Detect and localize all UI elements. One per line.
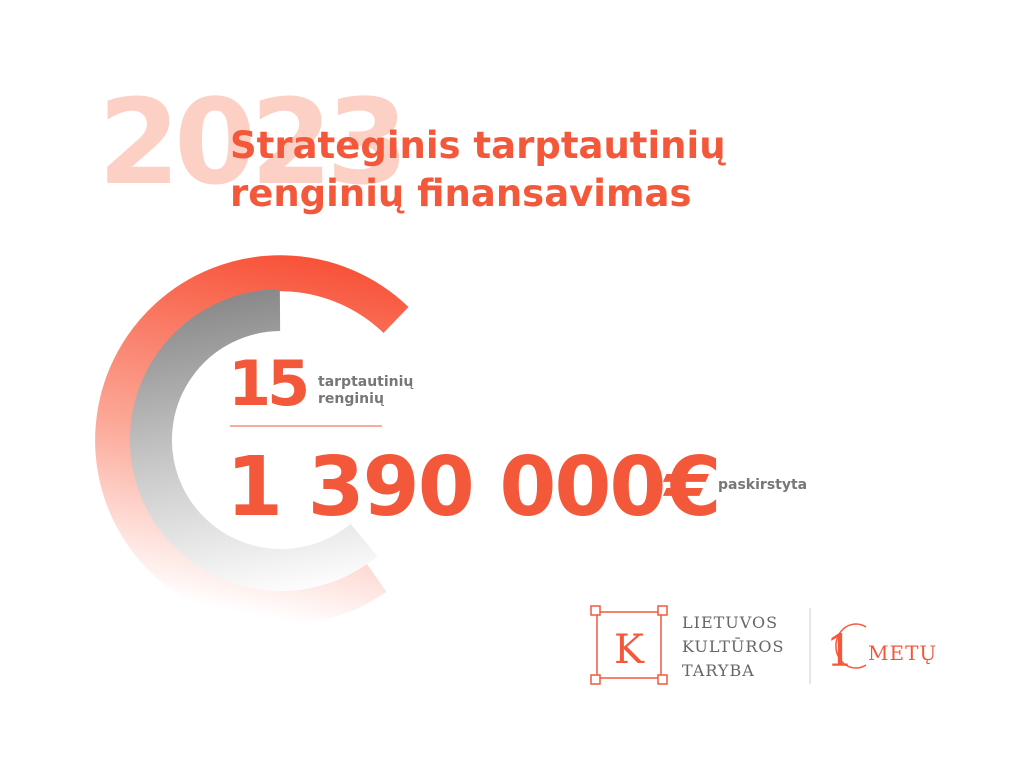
logo-corner	[657, 674, 668, 685]
funding-amount: 1 390 000€	[226, 440, 720, 535]
logo-corner	[657, 605, 668, 616]
year: 2023	[98, 73, 402, 211]
events-label: tarptautinių	[318, 374, 414, 390]
title-line: Strateginis tarptautinių	[230, 124, 726, 167]
funding-label: paskirstyta	[718, 477, 807, 493]
logo-letter: K	[614, 627, 645, 673]
anniversary-zero	[835, 623, 867, 669]
inner-ring	[129, 289, 378, 591]
logo-text: TARYBA	[682, 661, 755, 680]
logo-corner	[590, 674, 601, 685]
logo: K LIETUVOS KULTŪROS TARYBA 1 METŲ	[590, 605, 937, 685]
logo-text: LIETUVOS	[682, 613, 778, 632]
outer-ring	[95, 255, 409, 626]
logo-corner	[590, 605, 601, 616]
anniversary-word: METŲ	[868, 641, 937, 665]
events-label: renginių	[318, 391, 385, 407]
logo-frame	[596, 611, 662, 679]
events-count: 15	[228, 347, 306, 420]
anniversary-digit: 1	[826, 626, 854, 677]
logo-text: KULTŪROS	[682, 636, 784, 656]
title-line: renginių finansavimas	[230, 172, 692, 215]
